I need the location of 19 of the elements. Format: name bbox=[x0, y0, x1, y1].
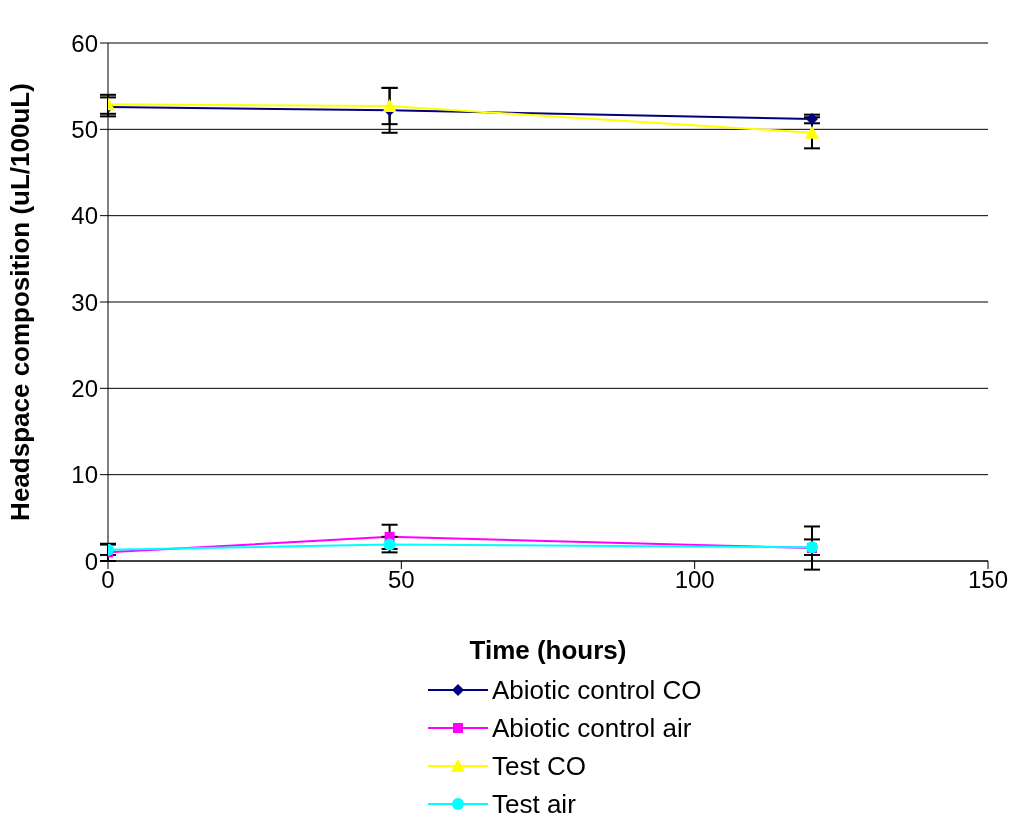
y-tick-label: 40 bbox=[71, 202, 98, 230]
legend-label: Test air bbox=[492, 788, 576, 821]
y-tick-label: 0 bbox=[84, 547, 98, 575]
x-tick-label: 50 bbox=[387, 566, 415, 594]
y-tick-label: 10 bbox=[71, 461, 98, 489]
point bbox=[805, 125, 819, 139]
y-tick-label: 20 bbox=[71, 374, 98, 402]
y-tick-label: 30 bbox=[71, 288, 98, 316]
legend-label: Abiotic control air bbox=[492, 712, 692, 745]
x-axis-title: Time (hours) bbox=[469, 635, 627, 666]
y-tick-label: 60 bbox=[71, 29, 98, 57]
y-tick-label: 50 bbox=[71, 115, 98, 143]
point bbox=[382, 99, 397, 113]
x-tick-label: 100 bbox=[674, 566, 715, 594]
x-tick-label: 150 bbox=[967, 566, 1009, 594]
x-tick-label: 0 bbox=[101, 566, 115, 594]
y-axis-title: Headspace composition (uL/100uL) bbox=[5, 83, 36, 521]
legend-label: Test CO bbox=[492, 750, 586, 783]
legend-label: Abiotic control CO bbox=[492, 674, 702, 707]
